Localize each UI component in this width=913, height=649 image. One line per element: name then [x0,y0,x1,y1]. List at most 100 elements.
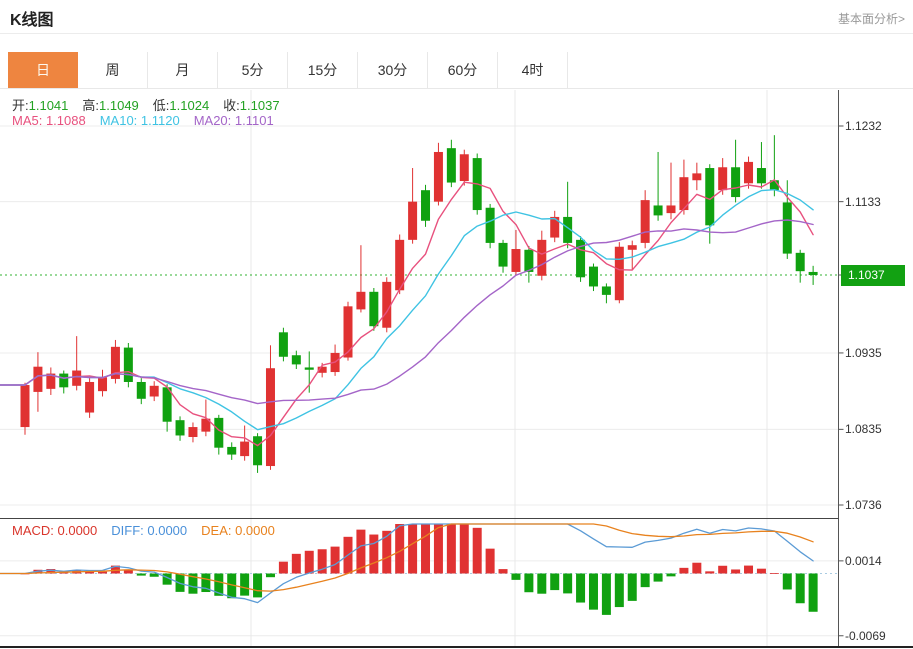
macd-bar-negative [614,573,624,608]
macd-bar-positive [382,530,392,574]
candle-body-up [550,216,560,238]
candle-body-down [123,347,133,382]
macd-bar-negative [162,573,172,585]
candle-body-down [601,286,611,295]
candle-body-down [524,249,534,272]
macd-bar-negative [511,573,521,580]
candle-body-down [705,168,715,226]
tab-4hour[interactable]: 4时 [498,52,568,88]
macd-bar-positive [278,561,288,574]
tab-5min[interactable]: 5分 [218,52,288,88]
candle-body-down [653,205,663,216]
macd-bar-negative [537,573,547,594]
macd-bar-positive [421,524,431,574]
macd-bar-negative [188,573,198,594]
macd-bar-negative [666,573,676,577]
macd-bar-negative [214,573,224,596]
tab-week[interactable]: 周 [78,52,148,88]
candle-body-down [498,242,508,267]
macd-bar-positive [679,567,689,574]
ohlc-low: 低:1.1024 [152,98,210,113]
macd-bar-negative [201,573,211,593]
candle-body-up [459,154,469,182]
tab-30min[interactable]: 30分 [358,52,428,88]
candle-body-down [588,266,598,287]
macd-bar-positive [769,573,779,574]
macd-tick-label: -0.0069 [845,628,886,643]
macd-bar-positive [408,524,418,574]
tab-60min[interactable]: 60分 [428,52,498,88]
candle-body-down [563,216,573,243]
macd-bar-negative [576,573,586,603]
candle-body-up [537,239,547,276]
ma-ma10: MA10: 1.1120 [99,113,180,128]
candle-body-down [795,252,805,272]
ma5-line [0,179,814,447]
candle-body-up [343,306,353,358]
macd-bar-positive [110,565,120,574]
macd-bar-negative [253,573,263,598]
candle-body-down [576,239,586,278]
macd-bar-negative [795,573,805,604]
macd-bar-positive [744,565,754,574]
candle-body-up [627,245,637,250]
price-tick-label: 1.0835 [845,422,882,437]
candle-body-up [666,205,676,214]
macd-bar-negative [782,573,792,590]
candle-body-up [679,177,689,211]
candle-body-up [46,373,56,389]
macd-bar-positive [718,565,728,574]
macd-bar-negative [563,573,573,594]
macd-bar-negative [227,573,237,599]
ma-ma20: MA20: 1.1101 [193,113,274,128]
candle-body-up [317,366,327,373]
tabs-underline [0,88,913,89]
period-tabs: 日周月 5分 15分 30分 60分 4时 [8,52,568,88]
ma-info: MA5: 1.1088 MA10: 1.1120 MA20: 1.1101 [12,113,288,128]
macd-bar-negative [640,573,650,588]
macd-bar-negative [265,573,275,578]
candle-body-up [188,427,198,437]
ohlc-open: 开:1.1041 [12,98,69,113]
macd-info: MACD: 0.0000 DIFF: 0.0000 DEA: 0.0000 [12,523,289,538]
ma10-line [0,188,814,431]
macd-bar-positive [85,571,95,574]
candle-body-down [756,168,766,184]
candle-body-down [278,332,288,357]
candle-body-up [744,161,754,184]
macd-bar-positive [123,569,133,574]
candle-body-down [136,381,146,399]
macd-bar-positive [485,548,495,574]
price-tick-label: 1.0736 [845,498,882,512]
tab-month[interactable]: 月 [148,52,218,88]
macd-bar-positive [498,569,508,574]
macd-bar-positive [459,524,469,574]
candle-body-up [511,249,521,272]
macd-dea: DEA: 0.0000 [201,523,275,538]
tab-15min[interactable]: 15分 [288,52,358,88]
macd-bar-negative [524,573,534,593]
header-divider [0,33,913,34]
macd-bar-positive [317,549,327,574]
candle-body-up [85,381,95,413]
macd-bar-negative [149,573,159,577]
candle-body-down [59,373,69,388]
candle-body-down [175,420,185,436]
macd-bar-positive [369,534,379,574]
candle-body-down [446,148,456,183]
fundamental-analysis-link[interactable]: 基本面分析> [837,12,905,26]
macd-bar-positive [756,568,766,574]
current-price-badge: 1.1037 [841,264,905,286]
macd-bar-positive [692,562,702,574]
candle-body-down [291,355,301,365]
macd-bar-positive [46,569,56,574]
candle-body-up [240,441,250,457]
candle-body-down [808,271,818,276]
tab-day[interactable]: 日 [8,52,78,88]
macd-diff: DIFF: 0.0000 [111,523,188,538]
macd-bar-negative [588,573,598,610]
candle-body-up [692,173,702,181]
candle-body-up [149,385,159,397]
macd-bar-negative [175,573,185,592]
